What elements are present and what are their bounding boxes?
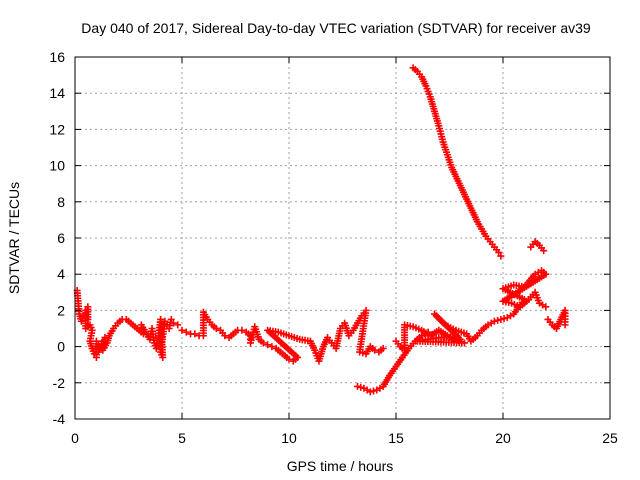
- data-points: [73, 64, 569, 396]
- data-point: [221, 332, 229, 340]
- chart-title: Day 040 of 2017, Sidereal Day-to-day VTE…: [81, 20, 591, 36]
- data-point: [490, 317, 498, 325]
- data-point: [371, 346, 379, 354]
- data-point: [353, 382, 361, 390]
- axis-ticks: 0 5 10 15 20 25 -4 -2 0 2 4 6 8 10 12 14 16: [49, 49, 618, 446]
- y-tick-label: 10: [49, 158, 65, 174]
- data-point: [500, 315, 508, 323]
- y-tick-label: -4: [53, 411, 66, 427]
- y-tick-label: 6: [57, 230, 65, 246]
- y-axis-label: SDTVAR / TECUs: [6, 182, 22, 294]
- y-tick-label: 14: [49, 85, 65, 101]
- data-point: [285, 355, 293, 363]
- data-point: [92, 337, 100, 345]
- x-tick-label: 25: [602, 430, 618, 446]
- data-point: [356, 348, 364, 356]
- gridlines: [75, 57, 610, 419]
- x-tick-label: 15: [388, 430, 404, 446]
- x-tick-label: 0: [71, 430, 79, 446]
- data-point: [182, 328, 190, 336]
- y-tick-label: 2: [57, 302, 65, 318]
- data-point: [497, 315, 505, 323]
- data-point: [84, 303, 92, 311]
- data-point: [191, 330, 199, 338]
- data-point: [366, 388, 374, 396]
- data-point: [370, 387, 378, 395]
- data-point: [357, 383, 365, 391]
- y-tick-label: 4: [57, 266, 65, 282]
- data-point: [497, 252, 505, 260]
- data-point: [238, 326, 246, 334]
- data-point: [495, 248, 503, 256]
- data-point: [379, 344, 387, 352]
- data-point: [178, 326, 186, 334]
- y-tick-label: 12: [49, 121, 65, 137]
- y-tick-label: 8: [57, 194, 65, 210]
- data-point: [212, 325, 220, 332]
- y-tick-label: -2: [53, 375, 66, 391]
- x-tick-label: 5: [178, 430, 186, 446]
- data-point: [540, 247, 548, 255]
- data-point: [169, 319, 177, 327]
- data-point: [561, 321, 569, 329]
- data-point: [264, 341, 272, 349]
- data-point: [494, 316, 502, 324]
- data-point: [161, 317, 169, 325]
- data-point: [268, 343, 276, 351]
- data-point: [359, 349, 367, 357]
- data-point: [542, 303, 550, 311]
- y-tick-label: 16: [49, 49, 65, 65]
- x-tick-label: 10: [281, 430, 297, 446]
- data-point: [259, 339, 267, 347]
- y-tick-label: 0: [57, 339, 65, 355]
- data-point: [174, 321, 182, 329]
- x-tick-label: 20: [495, 430, 511, 446]
- data-point: [167, 315, 175, 323]
- x-axis-label: GPS time / hours: [287, 458, 394, 474]
